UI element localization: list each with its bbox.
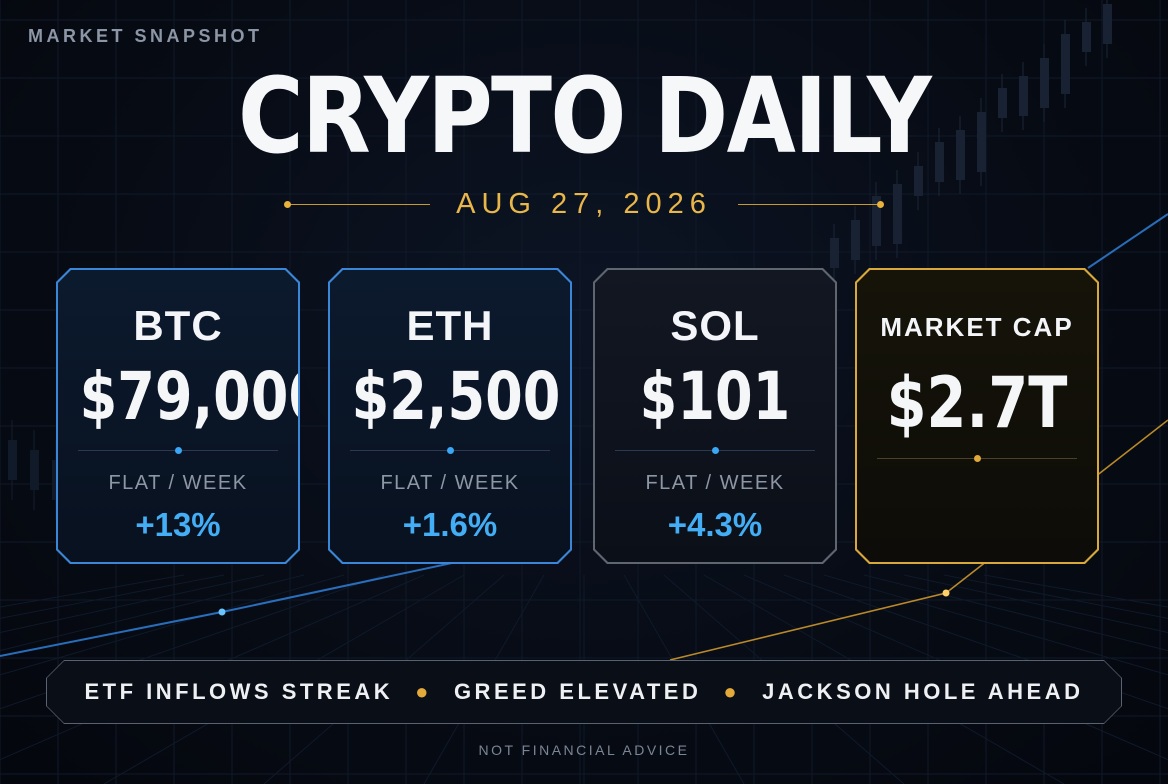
card-divider <box>78 450 278 451</box>
card-symbol: ETH <box>406 302 494 349</box>
date-label: AUG 27, 2026 <box>456 187 712 220</box>
page-title: CRYPTO DAILY <box>237 55 932 177</box>
price-card-sol: SOL $101 FLAT / WEEK +4.3% <box>593 268 837 564</box>
card-period-label: FLAT / WEEK <box>380 472 520 494</box>
market-cap-card: MARKET CAP $2.7T <box>855 268 1099 564</box>
card-change: +13% <box>135 506 221 543</box>
date-row: AUG 27, 2026 <box>283 186 885 222</box>
date-rule-right <box>737 200 885 208</box>
card-period-label: FLAT / WEEK <box>108 472 248 494</box>
ticker-item: GREED ELEVATED <box>453 679 702 704</box>
ticker-separator-dot: ● <box>415 679 432 704</box>
ticker-item: ETF INFLOWS STREAK <box>84 679 394 704</box>
card-price: $101 <box>639 358 791 435</box>
date-rule-left <box>283 200 431 208</box>
kicker-label: MARKET SNAPSHOT <box>28 26 263 46</box>
market-cap-value: $2.7T <box>886 362 1068 444</box>
card-symbol: BTC <box>133 302 223 349</box>
card-price: $79,000 <box>79 358 327 435</box>
card-symbol: SOL <box>670 302 760 349</box>
card-divider <box>615 450 815 451</box>
news-ticker: ETF INFLOWS STREAK ● GREED ELEVATED ● JA… <box>46 660 1122 724</box>
price-card-eth: ETH $2,500 FLAT / WEEK +1.6% <box>328 268 572 564</box>
card-change: +4.3% <box>667 506 763 543</box>
card-divider <box>877 458 1077 459</box>
ticker-item: JACKSON HOLE AHEAD <box>762 679 1084 704</box>
ticker-separator-dot: ● <box>723 679 741 704</box>
card-divider <box>350 450 550 451</box>
disclaimer: NOT FINANCIAL ADVICE <box>478 742 690 758</box>
card-period-label: FLAT / WEEK <box>645 472 785 494</box>
card-change: +1.6% <box>402 506 498 543</box>
card-price: $2,500 <box>351 358 561 435</box>
price-card-btc: BTC $79,000 FLAT / WEEK +13% <box>56 268 300 564</box>
market-cap-label: MARKET CAP <box>880 312 1074 342</box>
